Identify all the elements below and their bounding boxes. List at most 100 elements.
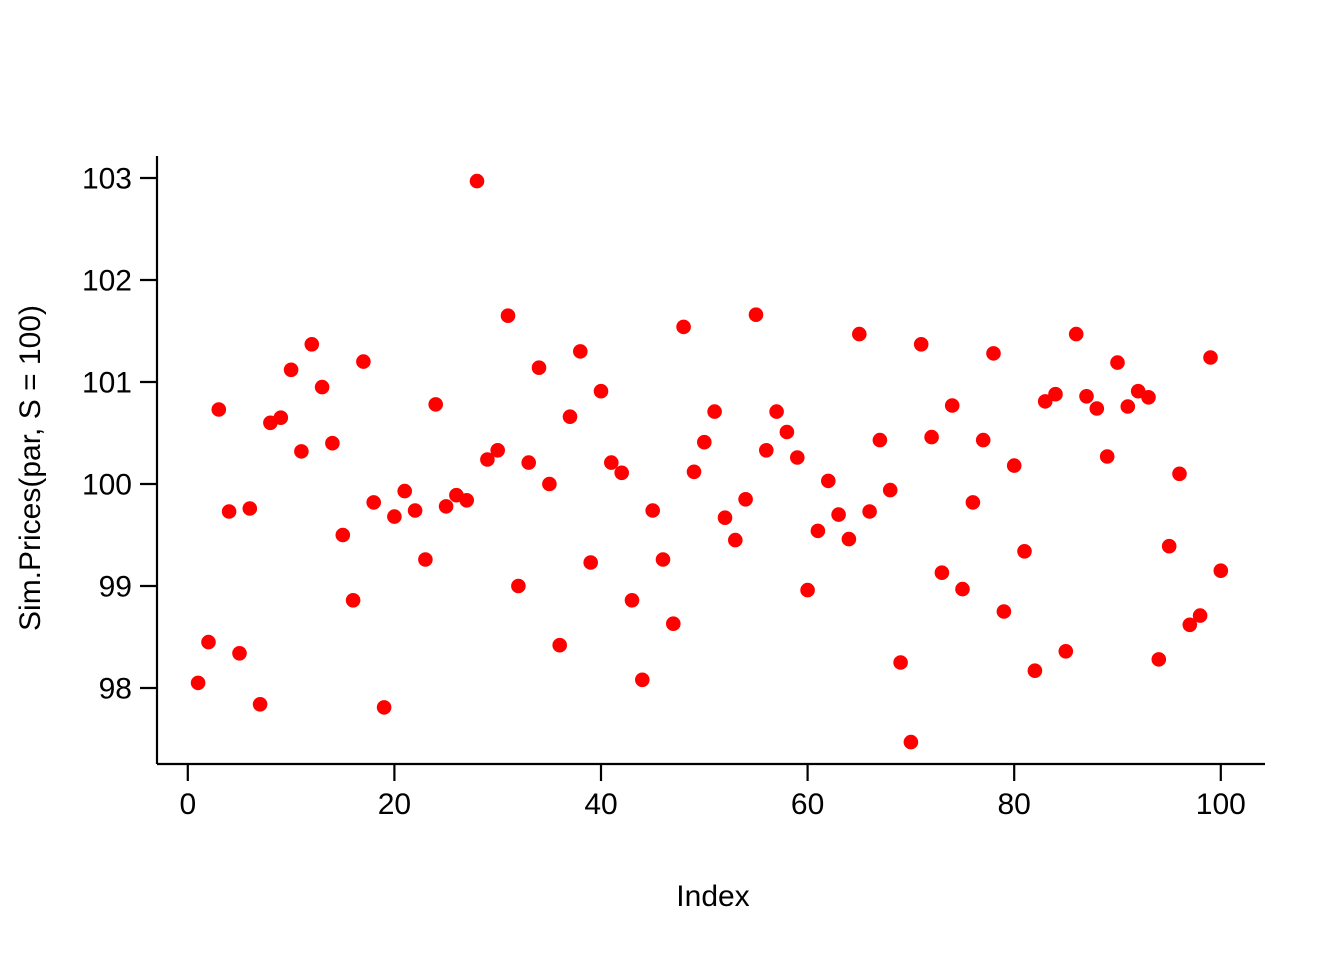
data-point: [221, 504, 237, 519]
data-point: [335, 527, 351, 543]
data-point: [376, 700, 392, 715]
data-point: [345, 593, 361, 608]
data-point: [686, 464, 702, 480]
data-point: [593, 383, 609, 399]
data-point: [748, 307, 764, 323]
data-point: [1213, 563, 1229, 578]
data-point: [356, 354, 371, 369]
data-point: [1027, 663, 1043, 678]
data-point: [707, 404, 722, 419]
data-point: [1068, 326, 1084, 342]
data-point: [304, 337, 320, 352]
data-point: [325, 435, 340, 451]
data-point: [1161, 538, 1177, 554]
data-point: [831, 507, 846, 522]
data-point: [1017, 544, 1032, 559]
data-point: [614, 465, 629, 481]
data-point: [604, 455, 619, 470]
data-point: [862, 504, 877, 519]
data-point: [242, 501, 258, 516]
data-point: [717, 510, 733, 525]
data-point: [366, 495, 382, 510]
data-point: [738, 492, 753, 507]
data-point: [1089, 401, 1105, 416]
y-tick-label: 103: [82, 163, 132, 196]
data-point: [511, 578, 526, 594]
data-point: [190, 675, 206, 691]
data-point: [1192, 608, 1208, 623]
data-point: [779, 424, 795, 440]
data-point: [211, 402, 227, 417]
data-point: [769, 404, 784, 419]
x-tick-label: 0: [179, 788, 196, 821]
data-point: [1058, 644, 1074, 659]
data-point: [1203, 350, 1218, 365]
data-point: [1099, 449, 1115, 464]
data-point: [810, 523, 826, 539]
data-point: [697, 434, 712, 450]
data-point: [924, 429, 939, 445]
data-point: [552, 637, 567, 653]
data-point: [882, 482, 898, 498]
data-point: [283, 362, 299, 378]
data-point: [252, 697, 268, 712]
y-tick-label: 98: [99, 673, 132, 706]
data-point: [573, 344, 588, 359]
data-point: [841, 531, 857, 547]
data-point: [635, 672, 650, 688]
data-point: [728, 532, 743, 548]
data-point: [624, 593, 640, 608]
data-point: [1141, 390, 1156, 405]
data-point: [944, 398, 960, 413]
data-point: [438, 499, 454, 514]
data-point: [201, 634, 216, 650]
data-point: [469, 173, 485, 189]
x-axis-title: Index: [676, 880, 749, 913]
data-point: [1120, 399, 1136, 414]
data-point: [821, 473, 836, 489]
data-point: [913, 337, 929, 352]
x-tick-label: 60: [791, 788, 824, 821]
data-point: [676, 319, 691, 335]
data-point: [1006, 458, 1022, 473]
data-point: [655, 552, 671, 567]
data-point: [666, 616, 681, 631]
data-point: [1110, 355, 1125, 370]
x-tick-label: 80: [998, 788, 1031, 821]
data-point: [975, 432, 991, 448]
axes: 98 99 100 101 102 103 0 20 40 60 80 100: [82, 156, 1265, 821]
data-point: [852, 326, 867, 342]
x-tick-label: 100: [1196, 788, 1246, 821]
data-point: [1037, 394, 1053, 409]
data-point: [645, 503, 660, 518]
x-tick-label: 40: [584, 788, 617, 821]
data-point: [500, 308, 516, 324]
data-point: [583, 555, 598, 570]
data-point: [232, 646, 247, 661]
data-point: [1048, 386, 1063, 402]
data-point: [314, 379, 330, 395]
data-point: [1182, 617, 1198, 633]
data-point: [562, 409, 578, 425]
data-point: [521, 455, 536, 470]
x-tick-label: 20: [378, 788, 411, 821]
data-point: [1172, 466, 1187, 482]
data-point: [893, 655, 908, 670]
data-point: [903, 734, 919, 750]
data-point: [542, 476, 557, 492]
data-point: [531, 360, 547, 376]
data-point: [428, 397, 444, 412]
y-axis-title: Sim.Prices(par, S = 100): [14, 305, 47, 631]
data-point: [986, 346, 1001, 361]
y-tick-label: 101: [82, 367, 132, 400]
data-point: [955, 581, 970, 597]
data-point: [872, 432, 888, 448]
data-point: [965, 495, 981, 510]
data-point: [1151, 652, 1167, 667]
data-point: [800, 582, 815, 598]
data-point: [459, 493, 475, 508]
data-points: [190, 173, 1229, 750]
y-tick-label: 102: [82, 265, 132, 298]
